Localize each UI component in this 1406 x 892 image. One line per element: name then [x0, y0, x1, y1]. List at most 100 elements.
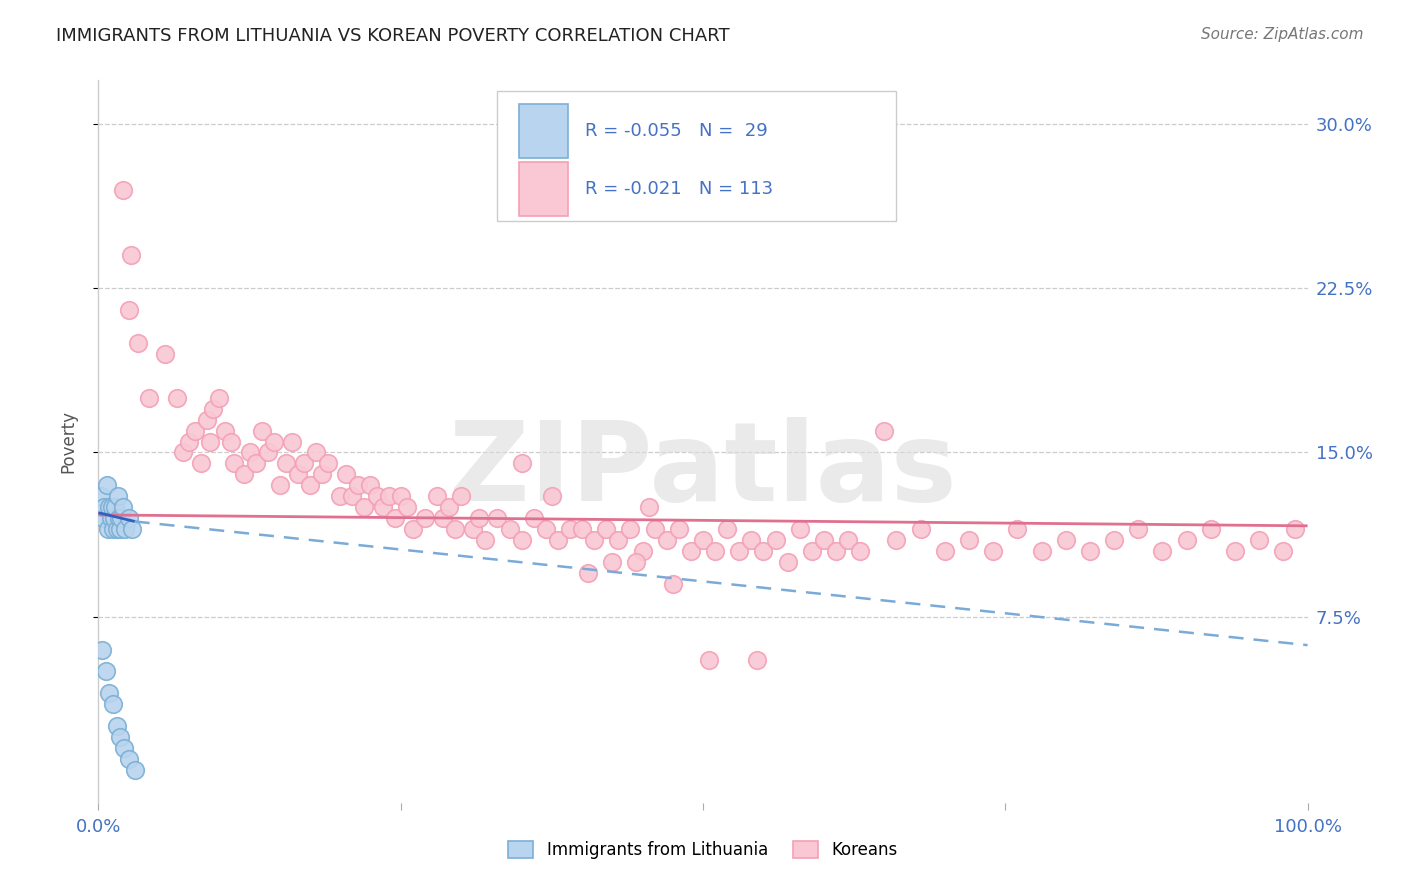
Point [432, 511, 454, 525]
Point [305, 445, 328, 459]
Point [523, 511, 546, 525]
Point [111, 500, 134, 515]
Point [184, 424, 207, 438]
Point [342, 489, 364, 503]
Point [120, 248, 142, 262]
Point [100, 511, 122, 525]
Point [437, 500, 460, 515]
Point [1249, 533, 1271, 547]
Point [704, 544, 727, 558]
Point [571, 522, 593, 536]
Point [740, 533, 762, 547]
Point [138, 391, 160, 405]
Point [108, 511, 131, 525]
Point [214, 424, 236, 438]
Point [583, 533, 606, 547]
Point [837, 533, 859, 547]
Point [886, 533, 908, 547]
Point [250, 424, 273, 438]
Point [101, 522, 124, 536]
Point [124, 763, 146, 777]
Point [776, 555, 799, 569]
Point [208, 391, 231, 405]
Point [90, 489, 112, 503]
Point [121, 522, 143, 536]
Point [198, 434, 221, 449]
Point [347, 478, 370, 492]
Point [934, 544, 956, 558]
Point [172, 445, 194, 459]
Point [366, 489, 388, 503]
Point [468, 511, 491, 525]
Point [1272, 544, 1295, 558]
Point [97, 522, 120, 536]
Point [371, 500, 394, 515]
FancyBboxPatch shape [498, 91, 897, 221]
Point [274, 457, 297, 471]
Point [195, 412, 218, 426]
Point [626, 555, 648, 569]
Point [1175, 533, 1198, 547]
Point [602, 555, 624, 569]
Point [384, 511, 406, 525]
Point [679, 544, 702, 558]
Point [91, 642, 114, 657]
Point [1054, 533, 1077, 547]
Point [637, 500, 659, 515]
Point [281, 434, 304, 449]
Point [1223, 544, 1246, 558]
Point [1152, 544, 1174, 558]
Point [558, 522, 581, 536]
Point [395, 500, 418, 515]
Point [697, 653, 720, 667]
Point [849, 544, 872, 558]
Point [232, 467, 254, 482]
Point [402, 522, 425, 536]
Point [263, 434, 285, 449]
Point [540, 489, 562, 503]
Point [245, 457, 267, 471]
Point [728, 544, 751, 558]
Point [287, 467, 309, 482]
Point [595, 522, 617, 536]
Point [1128, 522, 1150, 536]
Point [1078, 544, 1101, 558]
Point [463, 522, 485, 536]
Point [96, 478, 118, 492]
Point [747, 653, 769, 667]
Point [800, 544, 823, 558]
Point [668, 522, 690, 536]
Point [413, 511, 436, 525]
Legend: Immigrants from Lithuania, Koreans: Immigrants from Lithuania, Koreans [509, 841, 897, 860]
Point [110, 511, 132, 525]
FancyBboxPatch shape [519, 161, 568, 216]
Point [910, 522, 932, 536]
Point [107, 489, 129, 503]
Point [118, 752, 141, 766]
Point [98, 686, 121, 700]
Point [222, 457, 245, 471]
Point [112, 741, 135, 756]
Point [105, 522, 128, 536]
Point [957, 533, 980, 547]
Point [190, 457, 212, 471]
Point [655, 533, 678, 547]
Point [813, 533, 835, 547]
Point [256, 445, 278, 459]
Point [311, 467, 333, 482]
Point [153, 347, 176, 361]
Point [1102, 533, 1125, 547]
Point [103, 511, 125, 525]
Point [98, 500, 121, 515]
Text: ZIPatlas: ZIPatlas [449, 417, 957, 524]
Text: R = -0.021   N = 113: R = -0.021 N = 113 [585, 179, 773, 198]
Point [661, 577, 683, 591]
Point [127, 336, 149, 351]
Point [221, 434, 243, 449]
Point [93, 500, 115, 515]
Point [105, 719, 128, 733]
Point [111, 183, 134, 197]
Point [353, 500, 375, 515]
Point [202, 401, 225, 416]
Point [873, 424, 896, 438]
